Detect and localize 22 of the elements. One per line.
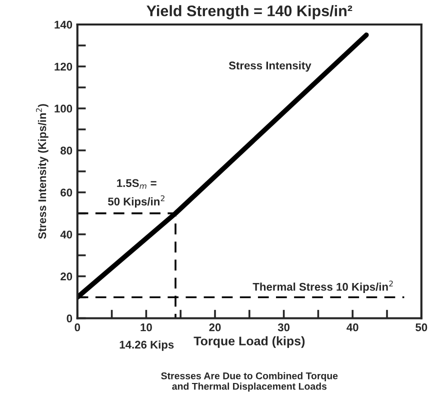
y-tick-label: 100 (54, 104, 72, 113)
x-tick-label: 50 (416, 323, 428, 332)
y-axis-title: Stress Intensity (Kips/in$^{2}$) (36, 104, 48, 239)
x-tick-label: 10 (140, 323, 152, 332)
x-tick-label: 0 (74, 323, 80, 332)
chart-title: Yield Strength = 140 Kips/in² (146, 5, 352, 20)
series-label: Stress Intensity (228, 61, 312, 72)
y-tick-label: 80 (60, 146, 72, 155)
annotation: 14.26 Kips (120, 340, 174, 351)
x-axis-title: Torque Load (kips) (194, 336, 305, 348)
y-tick-label: 60 (60, 188, 72, 196)
y-tick-label: 0 (66, 314, 72, 322)
y-tick-label: 20 (60, 272, 72, 280)
y-tick-label: 120 (54, 62, 72, 71)
y-tick-label: 140 (54, 20, 72, 29)
y-tick-label: 40 (60, 230, 72, 238)
ref-line-label: Thermal Stress 10 Kips/in$^{2}$ (252, 280, 393, 293)
x-tick-label: 30 (278, 323, 290, 332)
text: Stresses Are Due to Combined Torque and Thermal Displacement Loads (161, 372, 338, 392)
x-tick-label: 20 (209, 323, 221, 332)
x-tick-label: 40 (346, 323, 358, 332)
annotation: 1.5S$_{m}$ = 50 Kips/in$^{2}$ (108, 179, 164, 208)
